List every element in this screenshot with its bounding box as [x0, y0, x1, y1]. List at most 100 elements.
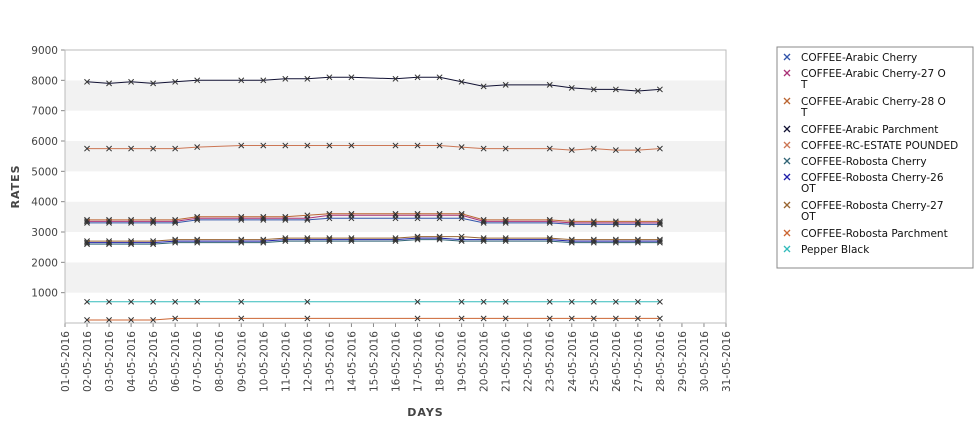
series-3	[84, 74, 663, 94]
data-point	[128, 238, 135, 245]
data-point	[414, 210, 421, 217]
data-point	[260, 142, 267, 149]
data-point	[172, 216, 179, 223]
data-point	[590, 315, 597, 322]
data-point	[128, 298, 135, 305]
y-tick-label: 2000	[31, 257, 58, 269]
data-point	[282, 142, 289, 149]
data-point	[238, 142, 245, 149]
data-point	[348, 235, 355, 242]
data-point	[128, 145, 135, 152]
data-point	[568, 147, 575, 154]
grid-band	[65, 80, 726, 111]
data-point	[392, 235, 399, 242]
data-point	[84, 298, 90, 305]
data-point	[304, 315, 311, 322]
legend-item: Pepper Black	[783, 244, 870, 256]
data-point	[150, 298, 157, 305]
data-point	[612, 147, 619, 154]
x-tick-label: 02-05-2016	[82, 331, 94, 392]
grid-band	[65, 110, 726, 141]
legend-label: T	[800, 79, 808, 91]
data-point	[546, 216, 553, 223]
legend-label: COFFEE-Arabic Cherry-28 O	[801, 96, 946, 108]
data-point	[106, 216, 113, 223]
data-point	[436, 210, 443, 217]
data-point	[458, 233, 465, 240]
x-tick-label: 05-05-2016	[148, 331, 160, 392]
x-tick-label: 31-05-2016	[721, 331, 733, 392]
series-line	[87, 214, 660, 224]
data-point	[590, 86, 597, 93]
grid-band	[65, 50, 726, 81]
data-point	[194, 213, 201, 220]
data-point	[502, 216, 509, 223]
data-point	[84, 238, 90, 245]
data-point	[546, 81, 553, 88]
data-point	[172, 298, 179, 305]
data-point	[326, 142, 333, 149]
legend-item: COFFEE-Arabic Cherry-27 OT	[783, 68, 946, 91]
data-point	[414, 315, 421, 322]
data-point	[634, 236, 641, 243]
series-line	[87, 217, 660, 225]
data-point	[348, 142, 355, 149]
data-point	[436, 142, 443, 149]
x-tick-label: 23-05-2016	[545, 331, 557, 392]
data-point	[172, 236, 179, 243]
x-tick-label: 03-05-2016	[104, 331, 116, 392]
data-point	[150, 238, 157, 245]
data-point	[634, 87, 641, 94]
data-point	[458, 298, 465, 305]
legend: COFFEE-Arabic Cherry COFFEE-Arabic Cherry…	[776, 46, 974, 269]
x-tick-label: 10-05-2016	[258, 331, 270, 392]
data-point	[502, 235, 509, 242]
data-point	[150, 145, 157, 152]
series-line	[87, 236, 660, 242]
y-tick-label: 8000	[31, 75, 58, 87]
data-point	[590, 298, 597, 305]
series-2	[84, 210, 663, 225]
data-point	[282, 75, 289, 82]
data-point	[656, 218, 663, 225]
x-tick-label: 30-05-2016	[699, 331, 711, 392]
data-point	[480, 235, 487, 242]
y-tick-label: 3000	[31, 227, 58, 239]
legend-label: COFFEE-Robosta Cherry-26	[801, 172, 944, 184]
data-point	[84, 216, 90, 223]
x-tick-label: 19-05-2016	[457, 331, 469, 392]
data-point	[282, 213, 289, 220]
x-tick-label: 06-05-2016	[170, 331, 182, 392]
data-point	[612, 86, 619, 93]
data-point	[612, 236, 619, 243]
x-tick-label: 21-05-2016	[501, 331, 513, 392]
data-point	[634, 298, 641, 305]
data-point	[150, 80, 157, 87]
series-line	[86, 76, 660, 92]
data-point	[238, 298, 245, 305]
x-tick-label: 13-05-2016	[324, 331, 336, 392]
data-point	[194, 236, 201, 243]
data-point	[546, 145, 553, 152]
legend-label: COFFEE-RC-ESTATE POUNDED	[801, 140, 958, 152]
grid-bands	[65, 50, 726, 323]
data-point	[392, 210, 399, 217]
data-point	[150, 216, 157, 223]
data-point	[480, 216, 487, 223]
x-tick-label: 24-05-2016	[567, 331, 579, 392]
x-tick-label: 09-05-2016	[236, 331, 248, 392]
data-point	[326, 210, 333, 217]
data-point	[480, 298, 487, 305]
data-point	[194, 144, 201, 151]
data-point	[194, 77, 201, 84]
data-point	[348, 74, 355, 81]
x-tick-label: 27-05-2016	[633, 331, 645, 392]
legend-label: COFFEE-Arabic Cherry-27 O	[801, 68, 946, 80]
legend-item: COFFEE-Robosta Cherry	[783, 156, 927, 168]
data-point	[260, 213, 267, 220]
data-point	[480, 83, 487, 90]
data-point	[128, 317, 135, 323]
x-tick-label: 18-05-2016	[435, 331, 447, 392]
